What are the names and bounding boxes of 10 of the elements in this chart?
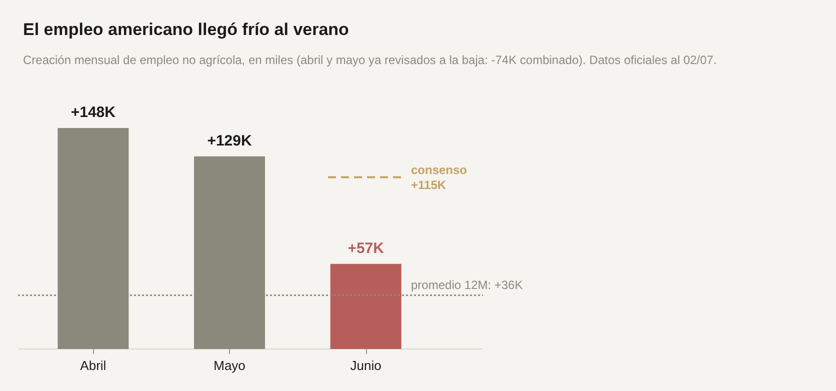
x-tick-label: Mayo	[214, 358, 246, 373]
data-label: +57K	[348, 240, 384, 257]
ref-line-label: promedio 12M: +36K	[411, 278, 523, 292]
x-tick-label: Junio	[350, 358, 382, 373]
data-label: +148K	[70, 104, 116, 121]
data-label: +129K	[207, 132, 252, 150]
chart-title: El empleo americano llegó frío al verano	[23, 20, 349, 39]
chart-subtitle: Creación mensual de empleo no agrícola, en miles (abril y mayo ya revisados a la baja: -74K combinado). Datos oficiales al 02/07.	[23, 53, 717, 67]
x-tick-label: Abril	[80, 358, 106, 373]
ref-line-label: consenso +115K	[411, 162, 468, 192]
